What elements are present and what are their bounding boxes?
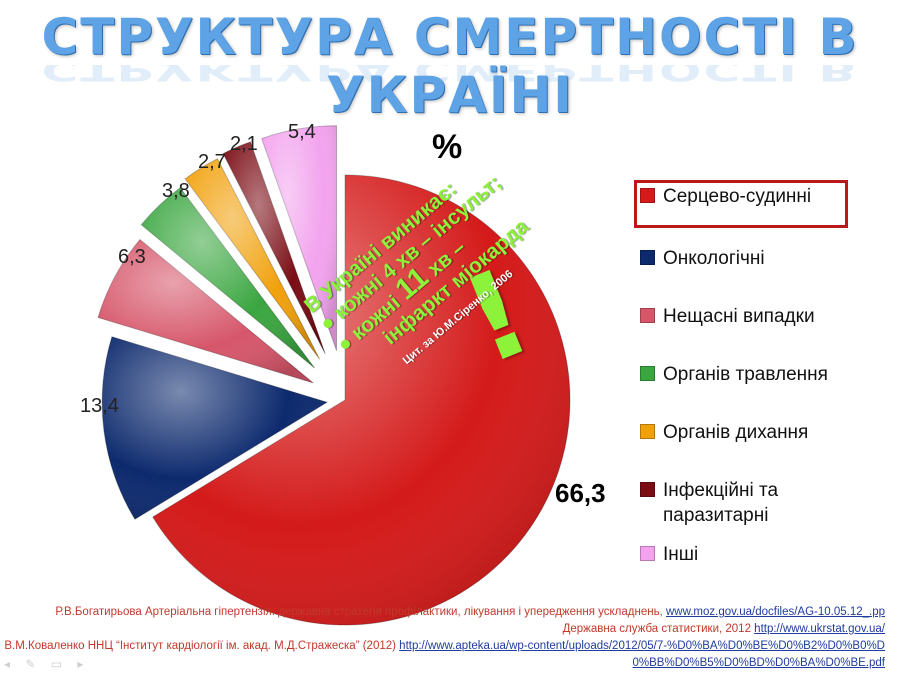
legend-swatch-2 xyxy=(640,250,655,265)
legend-swatch-6 xyxy=(640,482,655,497)
legend-item-6: Інфекційні та паразитарні xyxy=(640,478,863,528)
legend-label-1: Серцево-судинні xyxy=(663,186,812,207)
source-2-text: Державна служба статистики, 2012 xyxy=(562,623,755,635)
pie-value-label-1: 66,3 xyxy=(555,478,606,508)
page-title: СТРУКТУРА СМЕРТНОСТІ В УКРАЇНІ xyxy=(41,8,859,124)
legend-item-3: Нещасні випадки xyxy=(640,304,815,329)
legend-swatch-4 xyxy=(640,366,655,381)
pie-value-label-2: 13,4 xyxy=(80,395,119,417)
pie-slice-shine-4 xyxy=(141,187,315,369)
pie-slice-shine-5 xyxy=(185,158,320,360)
pie-slice-shine-2 xyxy=(102,336,328,520)
pie-slice-shine-1 xyxy=(152,175,570,625)
legend-item-5: Органів дихання xyxy=(640,420,808,445)
legend-item-1: Серцево-судинні xyxy=(640,184,811,209)
sources: Р.В.Богатирьова Артеріальна гіпертензія:… xyxy=(0,604,885,672)
source-3-text: В.М.Коваленко ННЦ “Інститут кардіології … xyxy=(4,640,400,652)
unit-label: % xyxy=(432,128,463,166)
legend-label-4: Органів травлення xyxy=(663,364,828,385)
pie-value-label-5: 2,7 xyxy=(198,151,226,173)
legend-item-4: Органів травлення xyxy=(640,362,828,387)
pie-value-label-6: 2,1 xyxy=(230,133,258,155)
legend-swatch-1 xyxy=(640,188,655,203)
pie-value-label-7: 5,4 xyxy=(288,121,316,143)
pie-slice-shine-3 xyxy=(98,239,314,383)
source-1-text: Р.В.Богатирьова Артеріальна гіпертензія:… xyxy=(55,606,666,618)
legend-label-2: Онкологічні xyxy=(663,248,765,269)
pie-slice-shine-7 xyxy=(261,125,337,351)
slide-nav-icons[interactable]: ◂ ✎ ▭ ▸ xyxy=(4,657,90,671)
legend-highlight-box xyxy=(634,180,848,228)
source-3-link[interactable]: http://www.apteka.ua/wp-content/uploads/… xyxy=(399,640,885,669)
pie-value-label-4: 3,8 xyxy=(162,180,190,202)
legend-label-7: Інші xyxy=(663,544,699,565)
legend-label-6: Інфекційні та паразитарні xyxy=(663,480,779,526)
pie-value-label-3: 6,3 xyxy=(118,246,146,268)
source-2-link[interactable]: http://www.ukrstat.gov.ua/ xyxy=(754,623,885,635)
legend-swatch-7 xyxy=(640,546,655,561)
legend-label-5: Органів дихання xyxy=(663,422,809,443)
legend-swatch-3 xyxy=(640,308,655,323)
legend-item-7: Інші xyxy=(640,542,698,567)
legend-label-3: Нещасні випадки xyxy=(663,306,815,327)
source-1-link[interactable]: www.moz.gov.ua/docfiles/AG-10.05.12_.pp xyxy=(665,606,885,618)
legend-swatch-5 xyxy=(640,424,655,439)
pie-slice-shine-6 xyxy=(223,141,326,355)
legend-item-2: Онкологічні xyxy=(640,246,765,271)
